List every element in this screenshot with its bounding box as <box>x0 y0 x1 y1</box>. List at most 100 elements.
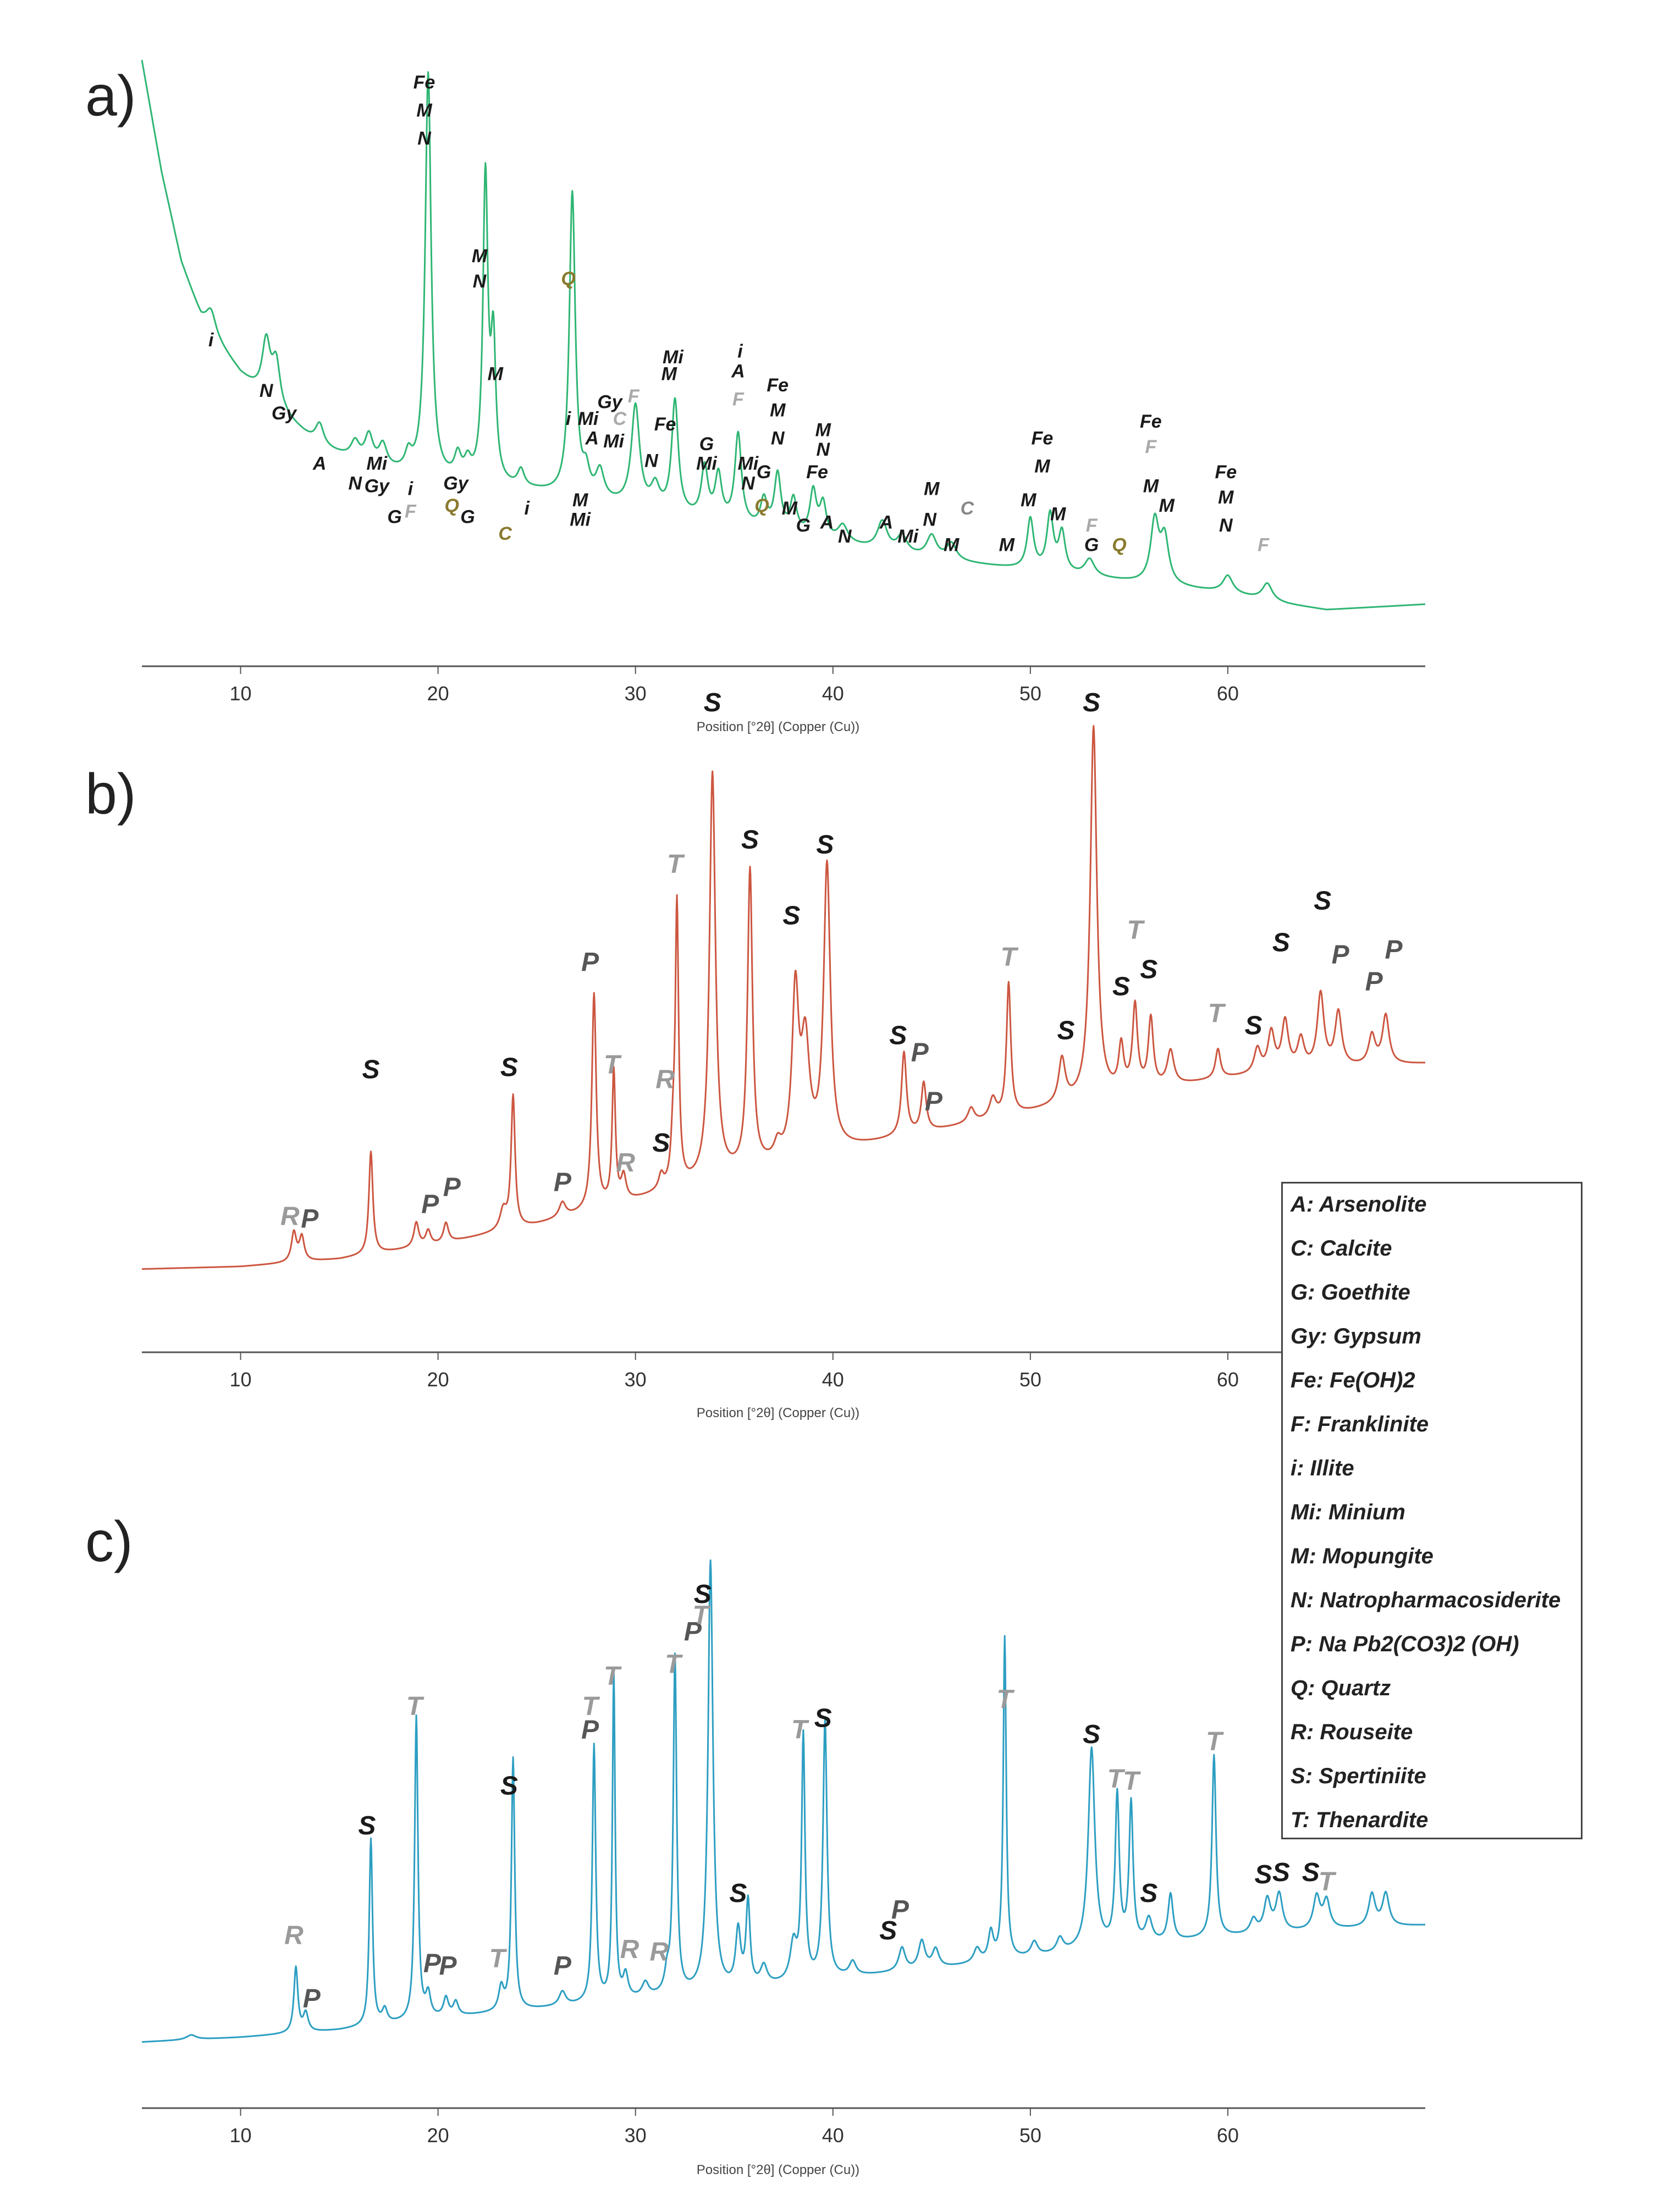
x-tick-label-b-50: 50 <box>1019 1368 1041 1391</box>
peak-label-a-54: A <box>879 512 893 533</box>
x-tick-label-c-50: 50 <box>1019 2124 1041 2147</box>
peak-label-a-16: M <box>472 246 488 267</box>
peak-label-a-27: A <box>585 428 599 449</box>
peak-label-b-21: S <box>1057 1016 1074 1046</box>
peak-label-c-6: T <box>489 1944 508 1973</box>
x-tick-label-b-10: 10 <box>230 1368 252 1391</box>
peak-label-b-1: P <box>301 1204 319 1234</box>
peak-label-a-7: G <box>387 507 401 528</box>
peak-label-a-8: i <box>408 479 414 500</box>
peak-label-c-3: T <box>406 1692 424 1721</box>
x-tick-label-a-40: 40 <box>822 682 844 705</box>
x-tick-label-a-30: 30 <box>625 682 647 705</box>
peak-label-c-23: T <box>997 1685 1015 1714</box>
peak-label-a-53: N <box>838 526 852 547</box>
peak-label-c-10: P <box>581 1716 599 1745</box>
peak-label-c-30: S <box>1272 1858 1290 1887</box>
peak-label-a-2: Gy <box>272 403 297 424</box>
x-tick-label-c-40: 40 <box>822 2124 844 2147</box>
peak-label-b-28: S <box>1272 928 1290 957</box>
peak-label-a-36: A <box>731 361 745 381</box>
panel-c: c) 10 20 30 40 50 60 Position [°2θ] (Copper (Cu… <box>85 1510 1426 2177</box>
legend-entry-illite: i: Illite <box>1291 1456 1354 1480</box>
peak-label-a-65: F <box>1086 515 1098 536</box>
peak-label-a-19: C <box>498 523 512 544</box>
peak-label-b-0: R <box>280 1202 300 1231</box>
peak-label-c-1: P <box>303 1984 321 2013</box>
panel-b: b) 10 20 30 40 50 60 Position [°2θ] (Copper (Cu… <box>85 688 1426 1420</box>
peak-label-a-71: M <box>1159 495 1175 516</box>
x-tick-label-c-30: 30 <box>625 2124 647 2147</box>
peak-label-b-22: S <box>1083 688 1100 717</box>
legend-entry-rouseite: R: Rouseite <box>1291 1720 1413 1744</box>
peak-label-b-27: S <box>1245 1011 1262 1041</box>
peak-label-c-13: R <box>649 1937 669 1966</box>
legend-entry-na-pb-carbonate: P: Na Pb2(CO3)2 (OH) <box>1291 1632 1519 1656</box>
legend-entry-thenardite: T: Thenardite <box>1291 1808 1429 1832</box>
peak-label-a-56: M <box>924 479 940 500</box>
peak-label-a-21: Q <box>561 268 575 289</box>
peak-label-a-18: M <box>488 363 504 384</box>
peak-label-a-75: F <box>1258 535 1270 556</box>
peak-label-a-24: Gy <box>597 391 623 412</box>
peak-label-a-25: F <box>628 386 640 407</box>
peak-label-c-15: P <box>684 1617 702 1646</box>
peak-label-c-18: S <box>729 1879 747 1908</box>
peak-label-c-27: S <box>1140 1879 1157 1908</box>
x-tick-label-a-10: 10 <box>230 682 252 705</box>
peak-label-a-70: M <box>1143 475 1159 496</box>
peak-label-a-9: F <box>405 501 417 522</box>
peak-label-a-6: Gy <box>365 475 390 496</box>
peak-label-c-5: P <box>439 1951 457 1981</box>
peak-label-a-57: N <box>923 510 937 530</box>
peak-label-a-63: M <box>999 535 1015 556</box>
peak-label-c-20: S <box>814 1704 832 1733</box>
peak-label-a-72: Fe <box>1215 462 1237 483</box>
xrd-trace-c <box>141 1559 1426 2043</box>
peak-label-a-47: M <box>782 498 798 519</box>
panel-label-c: c) <box>85 1510 133 1574</box>
panel-a: a) 10 20 30 40 50 60 Position [°2θ] (Copper (Cu… <box>85 59 1426 734</box>
peak-label-b-9: R <box>616 1148 635 1177</box>
peak-label-b-30: P <box>1332 941 1350 970</box>
peak-label-a-58: M <box>944 535 960 556</box>
peak-label-a-64: M <box>1050 504 1066 524</box>
peak-label-a-59: C <box>961 498 974 519</box>
peak-label-a-13: Gy <box>443 473 469 494</box>
x-tick-label-c-60: 60 <box>1217 2124 1239 2147</box>
peak-label-c-19: T <box>791 1716 809 1745</box>
peak-label-a-28: Mi <box>603 431 625 452</box>
peak-label-b-29: S <box>1314 887 1331 916</box>
peak-label-a-66: G <box>1084 535 1099 556</box>
peak-label-b-7: P <box>581 948 599 977</box>
peak-label-a-40: Mi <box>737 454 759 474</box>
peak-label-b-24: S <box>1112 972 1130 1001</box>
peak-label-c-2: S <box>358 1811 376 1840</box>
peak-label-a-38: G <box>699 434 714 455</box>
peak-label-a-30: Mi <box>570 510 591 530</box>
peak-label-c-29: S <box>1255 1860 1272 1889</box>
peak-label-c-7: S <box>500 1772 518 1801</box>
peak-label-a-44: Fe <box>767 375 789 396</box>
peak-label-a-10: Fe <box>413 72 435 93</box>
legend-entry-goethite: G: Goethite <box>1291 1280 1410 1304</box>
peak-label-c-8: P <box>554 1951 572 1981</box>
peak-label-a-22: i <box>566 408 572 429</box>
peak-label-a-74: N <box>1219 515 1233 536</box>
peak-label-c-11: T <box>604 1662 622 1691</box>
peak-label-c-32: T <box>1319 1867 1337 1896</box>
peak-label-a-20: i <box>524 498 530 519</box>
peak-label-b-25: S <box>1140 955 1157 984</box>
x-tick-label-a-20: 20 <box>427 682 449 705</box>
peak-label-c-4: P <box>423 1949 442 1978</box>
peak-label-c-12: R <box>620 1935 639 1964</box>
peak-label-c-31: S <box>1302 1858 1320 1887</box>
peak-label-a-37: F <box>732 389 745 410</box>
peak-label-a-29: M <box>572 490 588 511</box>
peak-label-c-16: T <box>693 1601 711 1630</box>
peak-label-b-31: P <box>1365 967 1383 997</box>
peak-label-a-1: N <box>260 380 274 401</box>
peak-label-a-52: Fe <box>806 462 828 483</box>
peak-label-b-6: P <box>554 1168 572 1197</box>
